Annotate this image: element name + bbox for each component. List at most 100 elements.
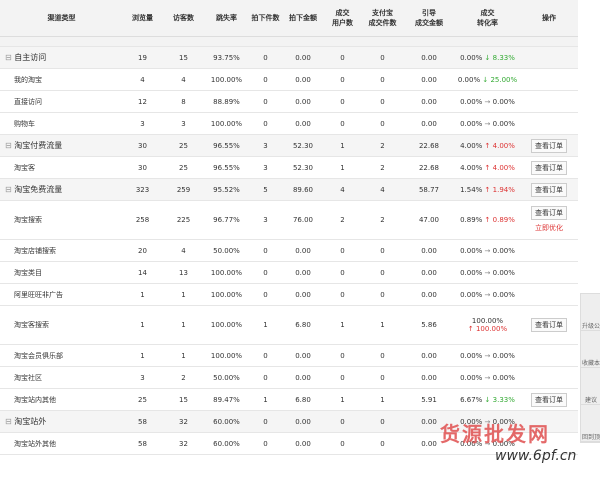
rate: 4.00% — [460, 141, 483, 150]
cell: 0 — [248, 410, 283, 433]
cell: 0 — [248, 239, 283, 262]
cell: 0 — [248, 68, 283, 91]
cell: 50.00% — [205, 239, 248, 262]
cell: 13 — [162, 261, 205, 284]
cell: 0 — [323, 68, 362, 91]
change: 3.33% — [492, 395, 515, 404]
trend-arrow: ↓ — [480, 75, 491, 84]
cell: 50.00% — [205, 366, 248, 389]
cell: 100.00% — [205, 283, 248, 306]
cell: 0 — [362, 112, 403, 135]
change: 0.00% — [492, 351, 515, 360]
channel-name: 淘宝客搜索 — [0, 305, 123, 345]
action-button[interactable]: 查看订单 — [531, 138, 567, 153]
channel-name: ⊟ 淘宝付费流量 — [0, 134, 123, 157]
conversion-cell: 0.00% → 0.00% — [455, 410, 520, 433]
trend-arrow: ↑ — [467, 325, 476, 333]
cell: 25 — [162, 134, 205, 157]
sidebar-item[interactable]: 回到顶 — [581, 405, 600, 442]
table-row: 我的淘宝 4 4 100.00% 0 0.00 0 0 0.00 0.00% ↓ 25.00% — [0, 68, 578, 91]
cell: 0.00 — [283, 90, 323, 113]
cell: 225 — [162, 200, 205, 240]
action-button[interactable]: 查看订单 — [531, 182, 567, 197]
action-button[interactable]: 查看订单 — [531, 392, 567, 407]
channel-label: 淘宝站外其他 — [14, 439, 56, 448]
conversion-cell: 0.00% → 0.00% — [455, 344, 520, 367]
action-button[interactable]: 查看订单 — [531, 206, 567, 220]
cell: 100.00% — [205, 305, 248, 345]
cell: 0.00 — [283, 112, 323, 135]
cell: 22.68 — [403, 134, 455, 157]
actions-cell — [520, 261, 578, 284]
action-button[interactable]: 立即优化 — [535, 224, 563, 232]
actions-cell — [520, 283, 578, 306]
cell: 0.00 — [403, 261, 455, 284]
channel-table: 渠道类型 浏览量 访客数 跳失率 拍下件数 拍下金额 成交 用户数 支付宝 成交件数 引导 成交… — [0, 0, 578, 455]
channel-name: 淘宝会员俱乐部 — [0, 344, 123, 367]
action-button[interactable]: 查看订单 — [531, 318, 567, 332]
cell: 2 — [362, 156, 403, 179]
actions-cell — [520, 68, 578, 91]
watermark-url: www.6pf.cn — [495, 448, 577, 464]
cell: 0 — [248, 366, 283, 389]
actions-cell: 查看订单 — [520, 178, 578, 201]
channel-name: ⊟ 自主访问 — [0, 46, 123, 69]
sidebar-item[interactable]: 收藏本 — [581, 331, 600, 368]
cell: 0.00 — [283, 283, 323, 306]
cell: 93.75% — [205, 46, 248, 69]
table-row: 淘宝搜索 258 225 96.77% 3 76.00 2 2 47.00 0.89% ↑ 0.8… — [0, 200, 578, 240]
actions-cell: 查看订单 立即优化 — [520, 200, 578, 240]
cell: 0 — [362, 46, 403, 69]
channel-name: ⊟ 淘宝免费流量 — [0, 178, 123, 201]
cell: 0 — [362, 239, 403, 262]
conversion-cell: 100.00% ↑ 100.00% — [455, 305, 520, 345]
cell: 3 — [123, 366, 162, 389]
cell: 0 — [248, 112, 283, 135]
cell: 0 — [362, 90, 403, 113]
cell: 0.00 — [283, 46, 323, 69]
sidebar-item[interactable]: 建议 — [581, 368, 600, 405]
table-row: 阿里旺旺非广告 1 1 100.00% 0 0.00 0 0 0.00 0.00% → 0.00% — [0, 283, 578, 306]
cell: 58.77 — [403, 178, 455, 201]
cell: 4 — [162, 68, 205, 91]
action-button[interactable]: 查看订单 — [531, 160, 567, 175]
table-row: ⊟ 自主访问 19 15 93.75% 0 0.00 0 0 0.00 0.00% ↓ 8.33% — [0, 46, 578, 69]
actions-cell — [520, 410, 578, 433]
table-row: 淘宝站外其他 58 32 60.00% 0 0.00 0 0 0.00 0.00% → 0.00% — [0, 432, 578, 455]
cell: 0 — [248, 90, 283, 113]
column-header: 引导 成交金额 — [403, 0, 455, 37]
cell: 5.86 — [403, 305, 455, 345]
cell: 0.00 — [403, 68, 455, 91]
rate: 0.00% — [460, 53, 483, 62]
cell: 0.00 — [283, 366, 323, 389]
column-header: 操作 — [520, 0, 578, 37]
cell: 3 — [248, 200, 283, 240]
conversion-cell: 4.00% ↑ 4.00% — [455, 156, 520, 179]
actions-cell — [520, 366, 578, 389]
trend-arrow: ↑ — [482, 141, 493, 150]
rate: 1.54% — [460, 185, 483, 194]
cell: 47.00 — [403, 200, 455, 240]
cell: 4 — [362, 178, 403, 201]
cell: 3 — [162, 112, 205, 135]
sidebar-item[interactable]: 升级公 — [581, 294, 600, 331]
rate: 100.00% — [471, 317, 504, 325]
table-row: 淘宝类目 14 13 100.00% 0 0.00 0 0 0.00 0.00% → 0.00% — [0, 261, 578, 284]
cell: 1 — [323, 134, 362, 157]
cell: 2 — [362, 200, 403, 240]
cell: 100.00% — [205, 344, 248, 367]
cell: 14 — [123, 261, 162, 284]
change: 1.94% — [492, 185, 515, 194]
collapse-icon: ⊟ — [5, 417, 15, 426]
cell: 15 — [162, 388, 205, 411]
conversion-cell: 0.00% → 0.00% — [455, 366, 520, 389]
cell: 95.52% — [205, 178, 248, 201]
change: 25.00% — [490, 75, 518, 84]
column-header: 成交 转化率 — [455, 0, 520, 37]
channel-label: 淘宝搜索 — [14, 216, 42, 224]
cell: 0.00 — [403, 90, 455, 113]
table-row: 淘宝会员俱乐部 1 1 100.00% 0 0.00 0 0 0.00 0.00% → 0.00% — [0, 344, 578, 367]
cell: 0.00 — [403, 432, 455, 455]
actions-cell — [520, 112, 578, 135]
channel-label: 淘宝免费流量 — [14, 185, 63, 194]
